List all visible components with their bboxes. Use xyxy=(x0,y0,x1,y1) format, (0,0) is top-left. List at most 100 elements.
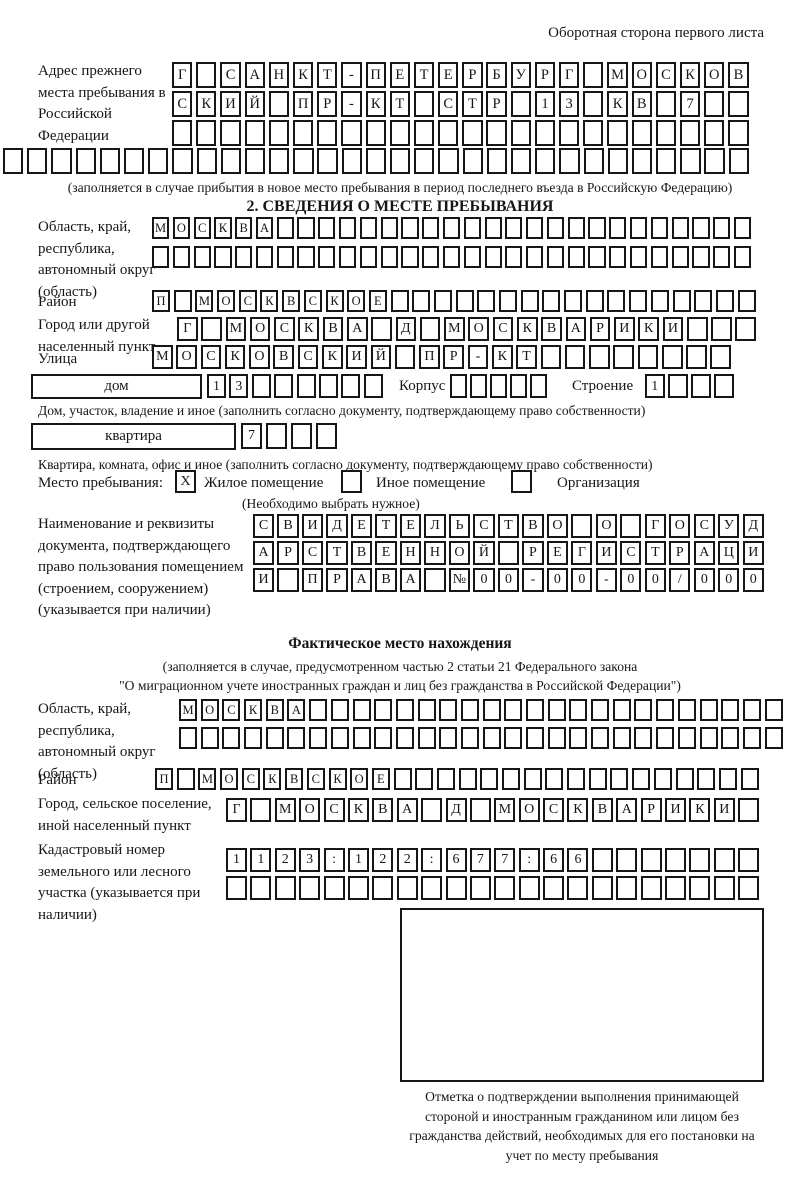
char-cell: О xyxy=(704,62,725,88)
char-cell xyxy=(220,120,241,146)
char-cell: В xyxy=(728,62,749,88)
char-cell xyxy=(632,768,651,790)
char-cell: : xyxy=(421,848,443,872)
char-cell xyxy=(612,699,631,721)
char-cell xyxy=(713,848,735,872)
char-cell: О xyxy=(518,798,540,822)
char-cell xyxy=(401,246,419,268)
char-cell: М xyxy=(179,699,197,721)
char-cell: 6 xyxy=(445,848,467,872)
char-cell: К xyxy=(298,317,319,341)
char-cell: М xyxy=(152,345,173,369)
char-cell xyxy=(530,374,547,398)
char-cell: А xyxy=(287,699,306,721)
char-cell xyxy=(482,727,501,749)
char-cell: С xyxy=(222,699,241,721)
char-cell xyxy=(510,374,527,398)
char-cell: Г xyxy=(644,514,666,538)
char-cell: Г xyxy=(177,317,198,341)
char-cell xyxy=(711,317,732,341)
char-cell xyxy=(458,768,477,790)
char-cell: О xyxy=(220,768,239,790)
char-cell: Н xyxy=(268,62,290,88)
char-cell: К xyxy=(224,345,246,369)
char-cell: К xyxy=(260,290,279,312)
char-cell: Ь xyxy=(448,514,471,538)
char-cell xyxy=(412,290,431,312)
char-cell xyxy=(484,246,502,268)
char-cell: К xyxy=(516,317,538,341)
char-cell xyxy=(502,768,520,790)
char-cell: Т xyxy=(497,514,520,538)
char-cell: И xyxy=(346,345,367,369)
char-cell: О xyxy=(468,317,489,341)
char-cell xyxy=(347,876,369,900)
char-cell xyxy=(505,217,523,239)
char-cell: Е xyxy=(371,768,390,790)
char-cell: 7 xyxy=(469,848,491,872)
char-cell: Т xyxy=(317,62,338,88)
actual-location-caption-2: "О миграционном учете иностранных гражда… xyxy=(119,678,681,693)
char-cell: 7 xyxy=(679,91,701,117)
char-cell: В xyxy=(541,317,562,341)
char-cell: А xyxy=(346,317,368,341)
char-cell xyxy=(656,699,675,721)
char-cell: К xyxy=(679,62,701,88)
char-cell: С xyxy=(297,345,319,369)
char-cell xyxy=(417,699,436,721)
char-cell xyxy=(422,217,440,239)
char-cell xyxy=(371,317,392,341)
char-cell: С xyxy=(241,768,260,790)
char-cell xyxy=(691,374,711,398)
char-cell: И xyxy=(713,798,735,822)
char-cell: С xyxy=(301,541,324,565)
char-cell xyxy=(296,374,316,398)
char-cell xyxy=(393,768,412,790)
street-label: Улица xyxy=(38,351,78,367)
char-cell: К xyxy=(328,768,347,790)
char-cell xyxy=(671,246,689,268)
char-cell xyxy=(3,148,24,174)
char-cell: Т xyxy=(516,345,537,369)
char-cell xyxy=(499,290,517,312)
char-cell xyxy=(704,120,725,146)
char-cell: 7 xyxy=(241,423,262,449)
char-cell xyxy=(713,246,731,268)
char-cell xyxy=(268,120,290,146)
char-cell xyxy=(650,290,669,312)
char-cell xyxy=(564,290,583,312)
char-cell: У xyxy=(510,62,531,88)
char-cell xyxy=(438,120,459,146)
char-cell xyxy=(401,217,419,239)
char-cell: М xyxy=(198,768,217,790)
char-cell xyxy=(715,290,734,312)
char-cell: В xyxy=(631,91,652,117)
char-cell: : xyxy=(323,848,345,872)
char-cell xyxy=(438,148,459,174)
stay-type-option-organization: Организация xyxy=(557,475,640,491)
char-cell xyxy=(395,699,414,721)
char-cell: О xyxy=(546,514,568,538)
char-cell: М xyxy=(152,217,170,239)
char-cell: Т xyxy=(375,514,397,538)
char-cell: И xyxy=(665,798,687,822)
char-cell: Е xyxy=(350,514,373,538)
char-cell xyxy=(244,120,265,146)
char-cell xyxy=(738,848,760,872)
char-cell xyxy=(710,345,732,369)
char-cell xyxy=(679,120,701,146)
char-cell xyxy=(713,217,731,239)
char-cell xyxy=(299,876,321,900)
char-cell: О xyxy=(172,217,190,239)
char-cell: Г xyxy=(172,62,193,88)
char-cell: И xyxy=(595,541,617,565)
char-cell xyxy=(629,217,648,239)
stroenie-row: 1 xyxy=(645,374,734,398)
char-cell xyxy=(450,374,467,398)
char-cell xyxy=(276,246,294,268)
char-cell xyxy=(268,91,290,117)
char-cell: И xyxy=(220,91,241,117)
char-cell xyxy=(424,568,446,592)
